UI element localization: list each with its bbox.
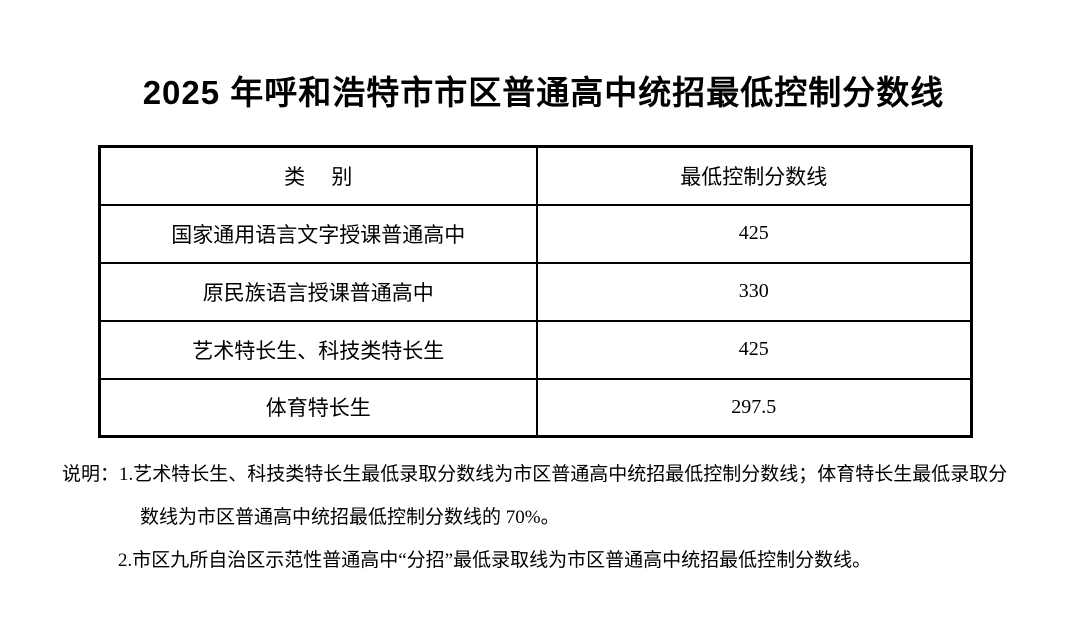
table-header-score: 最低控制分数线	[535, 145, 973, 206]
category-cell: 艺术特长生、科技类特长生	[98, 319, 538, 380]
table-row: 体育特长生 297.5	[98, 377, 973, 438]
score-cell: 297.5	[535, 377, 973, 438]
score-cell: 425	[535, 319, 973, 380]
page-title: 2025 年呼和浩特市市区普通高中统招最低控制分数线	[142, 74, 945, 111]
category-cell: 国家通用语言文字授课普通高中	[98, 203, 538, 264]
table-row: 艺术特长生、科技类特长生 425	[98, 319, 973, 380]
category-cell: 原民族语言授课普通高中	[98, 261, 538, 322]
score-cell: 330	[535, 261, 973, 322]
score-cell: 425	[535, 203, 973, 264]
table-row: 原民族语言授课普通高中 330	[98, 261, 973, 322]
note-line-1: 说明：1.艺术特长生、科技类特长生最低录取分数线为市区普通高中统招最低控制分数线…	[62, 464, 1008, 485]
table-header-row: 类 别 最低控制分数线	[98, 145, 973, 206]
note-line-3: 2.市区九所自治区示范性普通高中“分招”最低录取线为市区普通高中统招最低控制分数…	[118, 550, 872, 571]
note-line-2: 数线为市区普通高中统招最低控制分数线的 70%。	[140, 507, 560, 528]
table-header-category: 类 别	[98, 145, 538, 206]
notes-section: 说明：1.艺术特长生、科技类特长生最低录取分数线为市区普通高中统招最低控制分数线…	[62, 453, 1052, 582]
score-table: 类 别 最低控制分数线 国家通用语言文字授课普通高中 425 原民族语言授课普通…	[98, 145, 973, 438]
table-row: 国家通用语言文字授课普通高中 425	[98, 203, 973, 264]
category-cell: 体育特长生	[98, 377, 538, 438]
